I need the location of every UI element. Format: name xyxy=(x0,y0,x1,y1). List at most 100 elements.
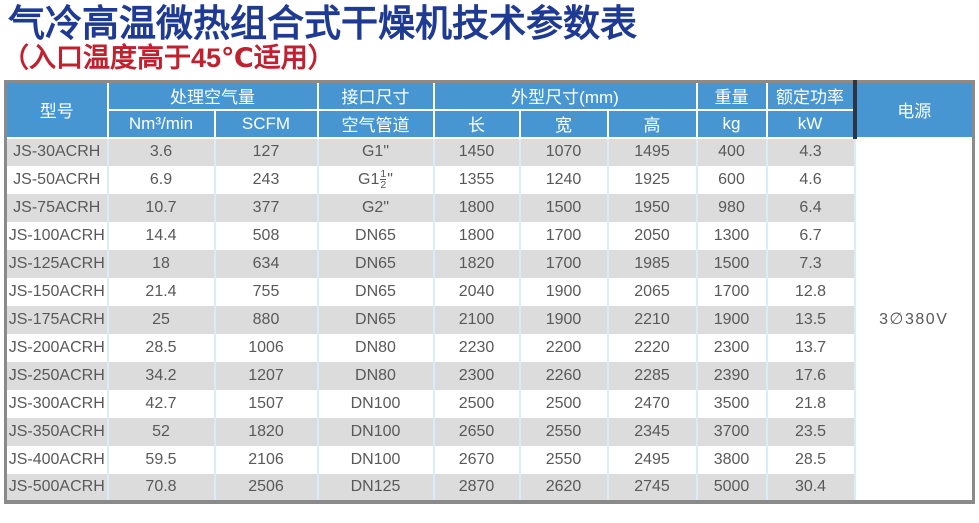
cell-length: 1355 xyxy=(432,165,521,194)
cell-weight: 1700 xyxy=(695,277,768,306)
cell-height: 2285 xyxy=(606,361,698,390)
cell-model: JS-400ACRH xyxy=(4,445,109,474)
col-header-height: 高 xyxy=(606,108,698,139)
cell-height: 1925 xyxy=(606,165,698,194)
cell-weight: 3800 xyxy=(695,445,768,474)
col-header-weight: 重量 xyxy=(695,80,768,111)
table-row: JS-50ACRH 6.9 243 G1 1 2 " 1355 1240 1925 600 4.6 xyxy=(4,165,974,194)
cell-power-supply: 3∅380V xyxy=(853,137,974,502)
cell-height: 2495 xyxy=(606,445,698,474)
cell-model: JS-75ACRH xyxy=(4,193,109,222)
table-header: 型号 处理空气量 接口尺寸 外型尺寸(mm) 重量 额定功率 电源 Nm³/mi… xyxy=(4,80,975,139)
cell-length: 1450 xyxy=(432,137,521,166)
cell-scfm: 377 xyxy=(213,193,319,222)
cell-height: 2220 xyxy=(606,333,698,362)
col-header-air-volume: 处理空气量 xyxy=(106,80,319,111)
cell-length: 2670 xyxy=(432,445,521,474)
table-row: JS-200ACRH 28.5 1006 DN80 2230 2200 2220 2300 13… xyxy=(4,333,974,362)
cell-length: 2040 xyxy=(432,277,521,306)
cell-model: JS-150ACRH xyxy=(4,277,109,306)
cell-weight: 5000 xyxy=(695,473,768,502)
cell-width: 1700 xyxy=(518,249,609,278)
cell-rated-power: 6.7 xyxy=(765,221,856,250)
cell-air-pipe: DN65 xyxy=(316,221,435,250)
cell-air-pipe: DN80 xyxy=(316,333,435,362)
table-row: JS-175ACRH 25 880 DN65 2100 1900 2210 1900 13.5 xyxy=(4,305,974,334)
cell-model: JS-300ACRH xyxy=(4,389,109,418)
cell-nm3-min: 14.4 xyxy=(106,221,216,250)
page-subtitle: （入口温度高于45℃适用） xyxy=(2,42,335,73)
cell-scfm: 1006 xyxy=(213,333,319,362)
col-header-width: 宽 xyxy=(518,108,609,139)
cell-height: 1950 xyxy=(606,193,698,222)
cell-rated-power: 4.6 xyxy=(765,165,856,194)
table-row: JS-250ACRH 34.2 1207 DN80 2300 2260 2285 2390 17… xyxy=(4,361,974,390)
cell-width: 1500 xyxy=(518,193,609,222)
cell-nm3-min: 6.9 xyxy=(106,165,216,194)
cell-nm3-min: 10.7 xyxy=(106,193,216,222)
cell-length: 1800 xyxy=(432,221,521,250)
cell-model: JS-500ACRH xyxy=(4,473,109,502)
cell-air-pipe: DN125 xyxy=(316,473,435,502)
col-header-nm3min: Nm³/min xyxy=(106,108,216,139)
cell-air-pipe: DN100 xyxy=(316,417,435,446)
cell-scfm: 2106 xyxy=(213,445,319,474)
cell-air-pipe: G1 1 2 " xyxy=(316,165,435,194)
table-row: JS-500ACRH 70.8 2506 DN125 2870 2620 2745 5000 3… xyxy=(4,473,974,502)
cell-nm3-min: 21.4 xyxy=(106,277,216,306)
spec-table: 型号 处理空气量 接口尺寸 外型尺寸(mm) 重量 额定功率 电源 Nm³/mi… xyxy=(4,80,976,504)
cell-length: 2650 xyxy=(432,417,521,446)
cell-weight: 980 xyxy=(695,193,768,222)
cell-height: 2345 xyxy=(606,417,698,446)
cell-nm3-min: 42.7 xyxy=(106,389,216,418)
cell-width: 2260 xyxy=(518,361,609,390)
cell-model: JS-175ACRH xyxy=(4,305,109,334)
cell-width: 1700 xyxy=(518,221,609,250)
col-header-air-pipe: 空气管道 xyxy=(316,108,435,139)
table-row: JS-400ACRH 59.5 2106 DN100 2670 2550 2495 3800 2… xyxy=(4,445,974,474)
cell-length: 2300 xyxy=(432,361,521,390)
cell-nm3-min: 25 xyxy=(106,305,216,334)
cell-weight: 1300 xyxy=(695,221,768,250)
cell-height: 2745 xyxy=(606,473,698,502)
cell-air-pipe: DN65 xyxy=(316,249,435,278)
cell-rated-power: 7.3 xyxy=(765,249,856,278)
cell-rated-power: 6.4 xyxy=(765,193,856,222)
col-header-power-supply: 电源 xyxy=(852,80,975,139)
col-header-port-size: 接口尺寸 xyxy=(316,80,435,111)
table-row: JS-150ACRH 21.4 755 DN65 2040 1900 2065 1700 12.… xyxy=(4,277,974,306)
cell-nm3-min: 34.2 xyxy=(106,361,216,390)
cell-model: JS-125ACRH xyxy=(4,249,109,278)
cell-rated-power: 28.5 xyxy=(765,445,856,474)
cell-model: JS-250ACRH xyxy=(4,361,109,390)
cell-length: 1820 xyxy=(432,249,521,278)
cell-length: 2100 xyxy=(432,305,521,334)
cell-length: 2230 xyxy=(432,333,521,362)
col-header-kg: kg xyxy=(695,108,768,139)
cell-weight: 1500 xyxy=(695,249,768,278)
header-row-1: 型号 处理空气量 接口尺寸 外型尺寸(mm) 重量 额定功率 电源 xyxy=(4,80,975,139)
header-row-2: Nm³/min SCFM 空气管道 长 宽 高 kg kW xyxy=(6,108,974,139)
cell-air-pipe: DN100 xyxy=(316,445,435,474)
cell-model: JS-200ACRH xyxy=(4,333,109,362)
table-row: JS-75ACRH 10.7 377 G2" 1800 1500 1950 980 6.4 xyxy=(4,193,974,222)
cell-air-pipe: DN65 xyxy=(316,277,435,306)
table-row: JS-30ACRH 3.6 127 G1" 1450 1070 1495 400 4.3 3∅38… xyxy=(4,137,974,502)
page-title: 气冷高温微热组合式干燥机技术参数表 xyxy=(8,3,637,44)
cell-scfm: 1820 xyxy=(213,417,319,446)
cell-width: 2200 xyxy=(518,333,609,362)
cell-width: 2550 xyxy=(518,417,609,446)
table-row: JS-125ACRH 18 634 DN65 1820 1700 1985 1500 7.3 xyxy=(4,249,974,278)
cell-rated-power: 4.3 xyxy=(765,137,856,166)
cell-length: 1800 xyxy=(432,193,521,222)
col-header-scfm: SCFM xyxy=(213,108,319,139)
cell-width: 2620 xyxy=(518,473,609,502)
cell-weight: 2300 xyxy=(695,333,768,362)
cell-scfm: 634 xyxy=(213,249,319,278)
cell-rated-power: 13.5 xyxy=(765,305,856,334)
cell-rated-power: 23.5 xyxy=(765,417,856,446)
cell-width: 1070 xyxy=(518,137,609,166)
cell-model: JS-30ACRH xyxy=(4,137,109,166)
